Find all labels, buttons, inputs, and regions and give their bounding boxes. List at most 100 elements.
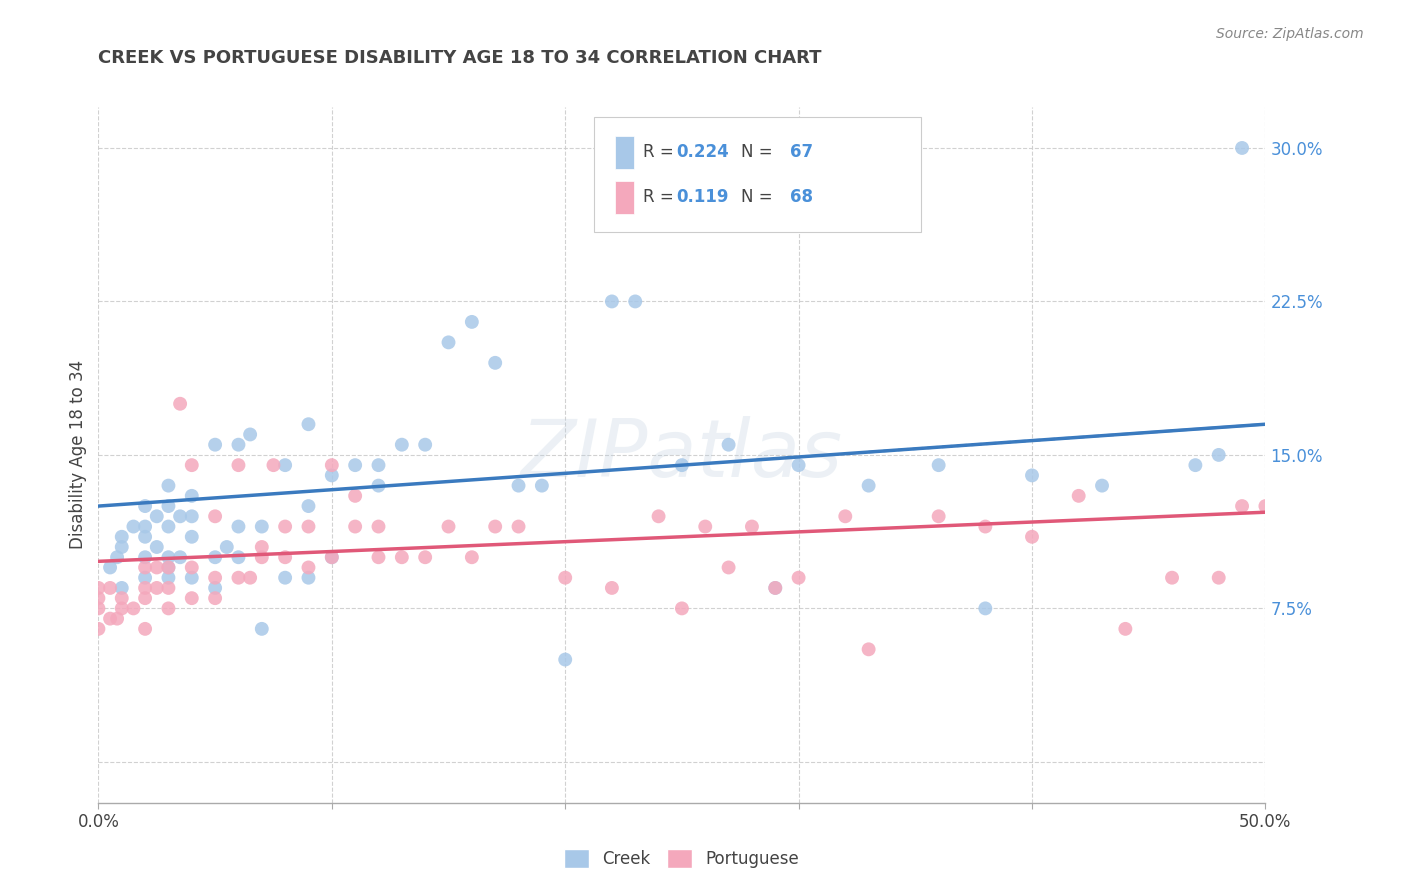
Point (717, 560, 740, 574)
Point (204, 509, 226, 524)
FancyBboxPatch shape (616, 181, 634, 214)
Point (1208, 448, 1230, 462)
Point (146, 560, 169, 574)
Text: 67: 67 (790, 144, 814, 161)
Point (87, 581, 110, 595)
Point (787, 571, 810, 585)
Point (858, 642, 880, 657)
Point (250, 540, 273, 554)
Point (858, 478, 880, 492)
Point (367, 550, 389, 565)
Point (1230, 141, 1253, 155)
Point (250, 519, 273, 533)
Point (928, 458, 950, 472)
Point (204, 571, 226, 585)
Point (484, 356, 506, 370)
Point (274, 550, 297, 565)
Point (134, 530, 156, 544)
Point (367, 519, 389, 533)
Point (274, 458, 297, 472)
Point (146, 581, 169, 595)
Point (671, 601, 693, 615)
Point (717, 438, 740, 452)
Point (239, 427, 262, 442)
Point (157, 581, 180, 595)
Point (157, 560, 180, 574)
Point (157, 478, 180, 492)
Point (554, 652, 576, 666)
Point (98, 581, 121, 595)
Point (215, 540, 238, 554)
Point (974, 601, 997, 615)
Point (157, 560, 180, 574)
Point (134, 519, 156, 533)
Point (1021, 468, 1043, 483)
Point (111, 540, 134, 554)
Point (204, 591, 226, 606)
Point (228, 519, 250, 533)
Point (250, 622, 273, 636)
Point (367, 478, 389, 492)
Point (763, 581, 786, 595)
Point (111, 601, 134, 615)
Point (111, 530, 134, 544)
Point (228, 550, 250, 565)
Point (180, 571, 202, 585)
Point (169, 550, 191, 565)
Point (274, 519, 297, 533)
Point (554, 571, 576, 585)
Point (413, 550, 436, 565)
Point (508, 478, 530, 492)
Point (1091, 478, 1114, 492)
Y-axis label: Disability Age 18 to 34: Disability Age 18 to 34 (69, 360, 87, 549)
Text: 0.119: 0.119 (676, 188, 728, 206)
Point (647, 509, 669, 524)
Point (437, 519, 460, 533)
Point (297, 499, 319, 513)
Point (228, 438, 250, 452)
Point (180, 458, 202, 472)
Point (157, 519, 180, 533)
Point (146, 540, 169, 554)
Point (122, 519, 145, 533)
Point (928, 509, 950, 524)
Point (1021, 530, 1043, 544)
Point (180, 560, 202, 574)
Point (87, 622, 110, 636)
Text: 0.224: 0.224 (676, 144, 728, 161)
Point (391, 438, 413, 452)
Point (321, 458, 343, 472)
Point (250, 550, 273, 565)
Point (437, 335, 460, 350)
Point (98, 560, 121, 574)
Point (274, 571, 297, 585)
Point (367, 458, 389, 472)
Point (508, 519, 530, 533)
Point (344, 489, 367, 503)
Point (1114, 622, 1136, 636)
Point (484, 519, 506, 533)
FancyBboxPatch shape (595, 118, 921, 232)
Text: Source: ZipAtlas.com: Source: ZipAtlas.com (1216, 27, 1364, 41)
Point (134, 560, 156, 574)
Point (1230, 499, 1253, 513)
Point (741, 519, 763, 533)
Point (974, 519, 997, 533)
Point (87, 591, 110, 606)
Point (695, 519, 717, 533)
Point (180, 530, 202, 544)
Point (204, 581, 226, 595)
Point (157, 550, 180, 565)
Point (624, 294, 647, 309)
Text: N =: N = (741, 144, 779, 161)
Point (111, 581, 134, 595)
Point (228, 571, 250, 585)
Point (262, 458, 284, 472)
Point (1067, 489, 1090, 503)
FancyBboxPatch shape (616, 136, 634, 169)
Point (1254, 499, 1277, 513)
Point (204, 438, 226, 452)
Point (169, 397, 191, 411)
Text: N =: N = (741, 188, 779, 206)
Legend: Creek, Portuguese: Creek, Portuguese (558, 842, 806, 874)
